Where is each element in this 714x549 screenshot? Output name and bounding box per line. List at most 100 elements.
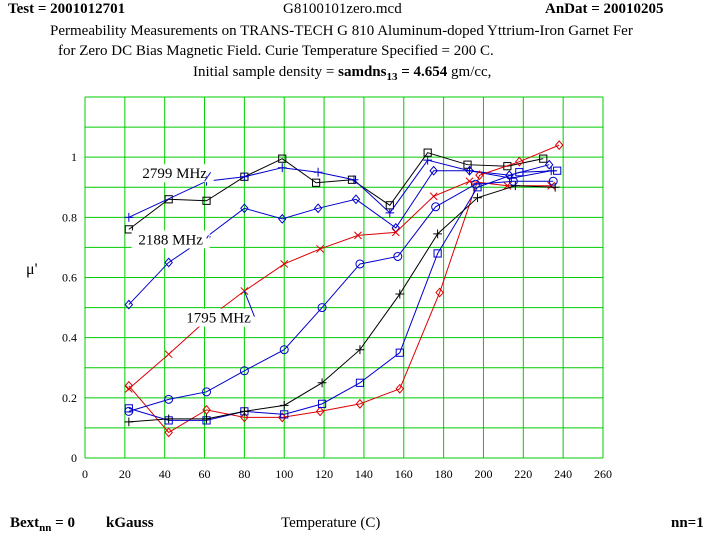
- series-6: [124, 181, 560, 427]
- y-tick-label: 1: [71, 150, 77, 164]
- y-tick-label: 0.2: [62, 391, 77, 405]
- data-point-plus: [124, 417, 134, 427]
- data-point-plus: [164, 414, 174, 424]
- nn-label: nn=1: [671, 515, 704, 531]
- data-point-plus: [239, 172, 249, 182]
- data-point-plus: [473, 193, 482, 203]
- data-point-diamond: [277, 213, 287, 224]
- series-7: [124, 176, 558, 416]
- data-point-plus: [239, 406, 249, 416]
- data-point-circle: [164, 394, 174, 404]
- density-line: Initial sample density = samdns13 = 4.65…: [193, 65, 491, 83]
- data-point-circle: [239, 366, 249, 376]
- data-point-x: [547, 181, 556, 190]
- data-point-plus: [385, 208, 395, 218]
- density-sub: 13: [386, 71, 398, 83]
- annotation-leader: [243, 290, 255, 317]
- series-line: [128, 170, 558, 421]
- data-point-square: [395, 348, 404, 357]
- y-tick-label: 0.8: [62, 210, 77, 224]
- x-tick-label: 60: [199, 467, 211, 481]
- annotation-label: 1795 MHz: [186, 311, 251, 327]
- data-point-square: [433, 249, 442, 258]
- series-4: [124, 140, 564, 438]
- y-tick-label: 0.6: [62, 271, 77, 285]
- data-point-square: [280, 410, 289, 419]
- data-point-square: [317, 399, 327, 408]
- data-point-plus: [510, 181, 520, 191]
- x-tick-label: 40: [159, 467, 171, 481]
- data-point-plus: [423, 155, 433, 165]
- density-var: samdns: [338, 64, 387, 80]
- x-tick-label: 20: [119, 467, 131, 481]
- data-point-diamond: [313, 203, 323, 214]
- x-tick-label: 100: [275, 467, 293, 481]
- annotation-leader: [204, 171, 212, 182]
- test-label: Test = 2001012701: [8, 1, 126, 17]
- data-point-diamond: [240, 203, 249, 214]
- data-point-diamond: [435, 287, 444, 298]
- x-tick-label: 120: [315, 467, 333, 481]
- data-point-diamond: [395, 383, 405, 394]
- annotation-bg: [135, 164, 214, 183]
- data-point-plus: [279, 400, 289, 410]
- annotation-leader: [206, 235, 209, 239]
- data-point-diamond: [277, 412, 287, 423]
- series-line: [128, 152, 544, 230]
- chart-ticks: 0 20 40 60 80 100 120 140 160 180 200 220 240 260 0 0.2…: [62, 150, 612, 481]
- data-point-square: [124, 225, 133, 234]
- data-point-plus: [355, 345, 365, 355]
- y-axis-label: μ': [26, 261, 38, 278]
- x-tick-label: 240: [554, 467, 572, 481]
- data-point-plus: [124, 212, 134, 222]
- data-point-square: [202, 196, 211, 205]
- x-tick-label: 220: [514, 467, 532, 481]
- data-point-x: [164, 350, 173, 359]
- annotation-label: 2799 MHz: [142, 166, 207, 182]
- data-point-x: [429, 192, 438, 201]
- x-tick-label: 160: [395, 467, 413, 481]
- bext-unit: kGauss: [106, 515, 154, 531]
- data-point-circle: [279, 345, 289, 355]
- data-point-x: [353, 231, 362, 240]
- x-tick-label: 0: [82, 467, 88, 481]
- series-0: [124, 148, 548, 234]
- x-axis-label: Temperature (C): [281, 515, 381, 531]
- data-point-circle: [470, 179, 480, 189]
- chart-series: [124, 140, 564, 438]
- density-prefix: Initial sample density =: [193, 64, 339, 80]
- data-point-diamond: [202, 404, 211, 415]
- description-line-1: Permeability Measurements on TRANS-TECH …: [50, 23, 633, 39]
- x-tick-label: 180: [435, 467, 453, 481]
- data-point-plus: [313, 167, 323, 177]
- data-point-diamond: [315, 406, 325, 417]
- data-point-circle: [548, 176, 558, 186]
- data-point-x: [124, 384, 133, 393]
- data-point-plus: [550, 182, 560, 192]
- x-tick-label: 80: [238, 467, 250, 481]
- data-point-square: [553, 166, 562, 175]
- x-tick-label: 200: [474, 467, 492, 481]
- data-point-square: [164, 195, 173, 204]
- data-point-x: [280, 260, 289, 268]
- data-point-circle: [202, 387, 212, 397]
- chart-grid: [84, 96, 604, 459]
- data-point-diamond: [124, 380, 134, 391]
- data-point-diamond: [351, 194, 361, 205]
- file-name: G8100101zero.mcd: [283, 1, 402, 17]
- andat-label: AnDat = 20010205: [545, 1, 664, 17]
- annotation-bg: [179, 308, 258, 327]
- bext-line: Bextnn = 0: [10, 516, 75, 534]
- series-line: [128, 185, 556, 423]
- series-line: [128, 180, 554, 412]
- data-point-plus: [349, 175, 359, 185]
- series-5: [124, 166, 562, 425]
- data-point-circle: [355, 259, 365, 269]
- data-point-square: [503, 162, 512, 171]
- density-unit: gm/cc,: [447, 64, 492, 80]
- data-point-square: [278, 154, 287, 163]
- data-point-diamond: [544, 159, 554, 170]
- data-point-plus: [433, 229, 443, 239]
- data-point-square: [312, 178, 321, 187]
